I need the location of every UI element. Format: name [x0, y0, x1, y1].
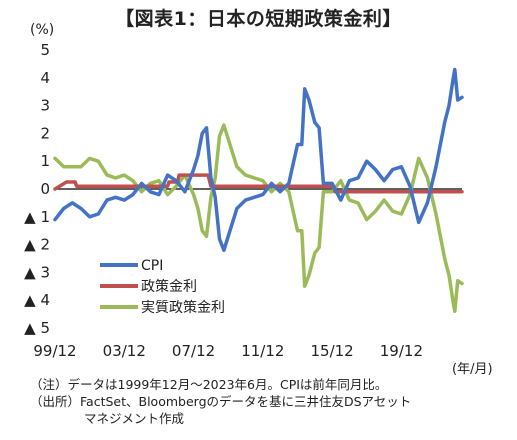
y-tick-label: 2	[40, 124, 50, 142]
series-layer	[53, 67, 464, 314]
x-tick-label: 03/12	[103, 342, 146, 360]
note-1: （注）データは1999年12月～2023年6月。CPIは前年同月比。	[30, 377, 388, 392]
legend-policy-rate-label: 政策金利	[141, 278, 197, 295]
series-line-cpi	[53, 67, 464, 252]
x-tick-label: 19/12	[380, 342, 423, 360]
y-tick-label: 1	[40, 152, 50, 170]
x-axis: 99/12 03/12 07/12 11/12 15/12 19/12	[33, 342, 423, 360]
y-tick-label: 0	[40, 180, 50, 198]
y-tick-label: 5	[40, 41, 50, 59]
legend-real-policy-rate-label: 実質政策金利	[141, 299, 225, 316]
y-tick-label: 4	[40, 69, 50, 87]
y-tick-label: ▲ 5	[24, 319, 50, 337]
note-2: （出所）FactSet、Bloombergのデータを基に三井住友DSアセット	[30, 394, 412, 409]
x-tick-label: 11/12	[241, 342, 284, 360]
y-tick-label: ▲ 1	[24, 208, 50, 226]
x-tick-label: 07/12	[172, 342, 215, 360]
y-tick-label: ▲ 2	[24, 236, 50, 254]
x-axis-unit: (年/月)	[452, 362, 493, 377]
y-tick-label: 3	[40, 97, 50, 115]
y-axis-unit: (%)	[30, 22, 55, 38]
note-3: マネジメント作成	[84, 411, 185, 426]
y-axis: 5 4 3 2 1 0 ▲ 1 ▲ 2 ▲ 3 ▲ 4 ▲ 5	[24, 41, 50, 337]
y-tick-label: ▲ 3	[24, 263, 50, 281]
notes: （注）データは1999年12月～2023年6月。CPIは前年同月比。 （出所）F…	[30, 376, 411, 427]
x-tick-label: 99/12	[33, 342, 76, 360]
y-tick-label: ▲ 4	[24, 291, 50, 309]
legend-cpi-label: CPI	[141, 258, 163, 274]
series-line-real-policy-rate	[53, 123, 464, 314]
chart-title: 【図表1：日本の短期政策金利】	[115, 8, 402, 30]
x-tick-label: 15/12	[310, 342, 353, 360]
